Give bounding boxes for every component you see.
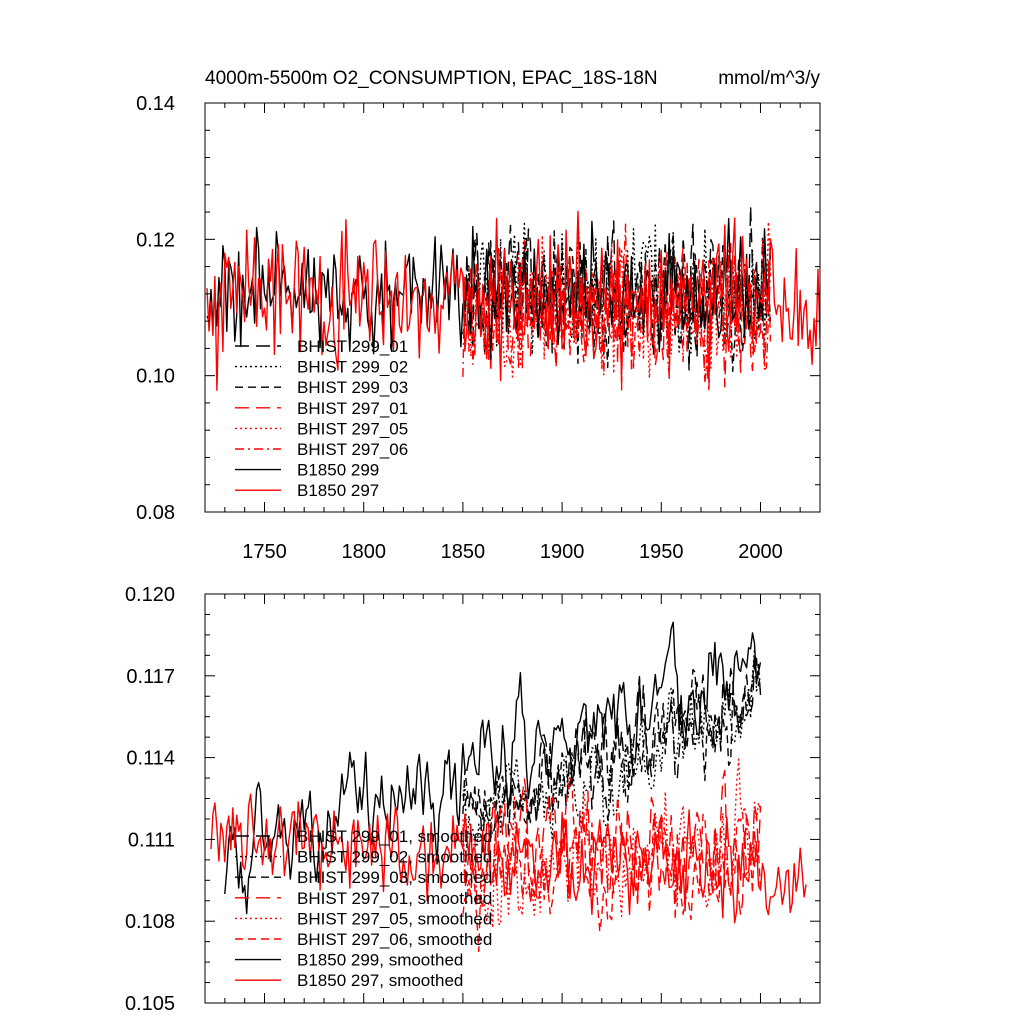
plot-frame	[204, 102, 821, 513]
legend-label: BHIST 299_03, smoothed	[297, 868, 492, 887]
legend-label: BHIST 297_06, smoothed	[297, 930, 492, 949]
y-tick-label: 0.12	[136, 229, 175, 251]
y-tick-label: 0.108	[125, 911, 175, 933]
legend-label: BHIST 299_03	[297, 378, 408, 397]
legend-label: BHIST 299_01	[297, 337, 408, 356]
legend-label: BHIST 297_06	[297, 440, 408, 459]
y-tick-label: 0.114	[126, 748, 175, 770]
top-panel: 1750 1800 1850 1900 1950 2000 0.08 0.10 0.12 0.14…	[136, 93, 821, 563]
x-tick-label: 1800	[341, 541, 386, 563]
x-tick-label: 1950	[639, 541, 684, 563]
series-line-bhist-297-05	[462, 221, 772, 379]
series-line-bhist-299-02-smoothed	[462, 648, 762, 850]
y-tick-label: 0.105	[125, 993, 175, 1015]
series-line-bhist-299-03-smoothed	[462, 654, 762, 822]
legend: BHIST 299_01, smoothed BHIST 299_02, smoo…	[235, 827, 492, 990]
y-tick-label: 0.111	[128, 829, 175, 851]
legend-label: BHIST 297_01, smoothed	[297, 889, 492, 908]
series-line-b1850-297-smoothed	[210, 793, 807, 924]
legend-label: B1850 297	[297, 481, 379, 500]
y-tick-label: 0.14	[136, 93, 175, 115]
chart-units: mmol/m^3/y	[718, 68, 820, 89]
legend-label: BHIST 299_02	[297, 358, 408, 377]
legend-label: B1850 299	[297, 461, 379, 480]
y-tick-label: 0.08	[136, 502, 175, 524]
series-line-bhist-297-05-smoothed	[462, 758, 762, 929]
series-group	[206, 205, 820, 391]
legend-label: BHIST 299_01, smoothed	[297, 827, 492, 846]
legend-label: B1850 299, smoothed	[297, 951, 463, 970]
legend-label: B1850 297, smoothed	[297, 971, 463, 990]
y-tick-label: 0.120	[125, 584, 175, 606]
legend-label: BHIST 299_02, smoothed	[297, 848, 492, 867]
x-tick-label: 1850	[441, 541, 486, 563]
y-tick-label: 0.117	[126, 666, 175, 688]
chart-title: 4000m-5500m O2_CONSUMPTION, EPAC_18S-18N	[205, 68, 658, 89]
series-group	[210, 621, 807, 953]
y-tick-label: 0.10	[136, 366, 175, 388]
x-tick-label: 2000	[738, 541, 783, 563]
series-line-b1850-297	[206, 210, 820, 391]
x-tick-label: 1750	[242, 541, 287, 563]
legend-label: BHIST 297_05	[297, 419, 408, 438]
x-tick-label: 1900	[540, 541, 585, 563]
series-line-b1850-299-smoothed	[224, 621, 762, 915]
legend-label: BHIST 297_01	[297, 399, 408, 418]
legend-label: BHIST 297_05, smoothed	[297, 909, 492, 928]
bottom-panel: 0.105 0.108 0.111 0.114 0.117 0.120 BHIST 299_…	[125, 584, 821, 1015]
